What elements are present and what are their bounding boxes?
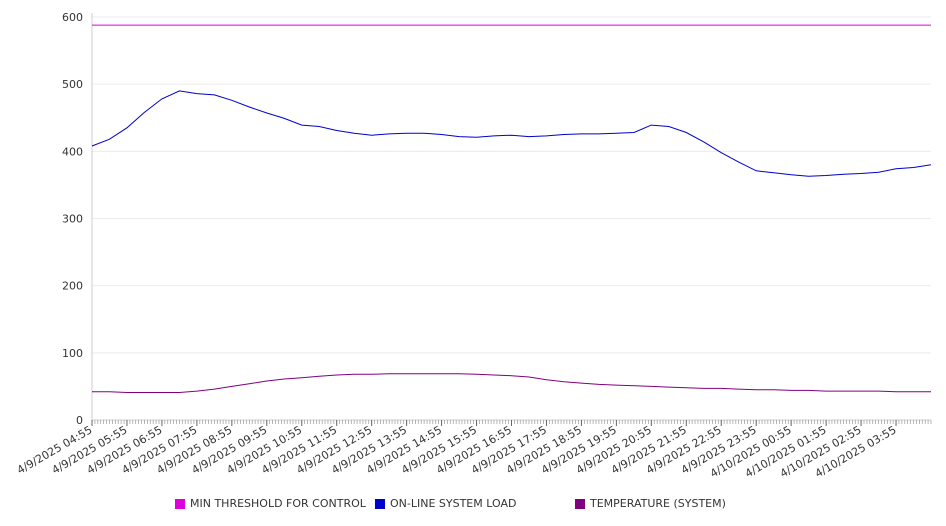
y-tick-label: 400 [62,145,83,158]
legend-swatch-min-threshold [175,498,185,509]
legend-item-system-load[interactable]: ON-LINE SYSTEM LOAD [375,497,516,510]
grid-lines [92,16,931,354]
axes [91,13,932,426]
legend: MIN THRESHOLD FOR CONTROL ON-LINE SYSTEM… [0,497,946,515]
y-tick-labels: 0 100 200 300 400 500 600 [62,11,83,427]
legend-item-min-threshold[interactable]: MIN THRESHOLD FOR CONTROL [175,497,366,510]
legend-label-min-threshold: MIN THRESHOLD FOR CONTROL [190,497,366,510]
y-tick-label: 500 [62,78,83,91]
y-tick-label: 0 [76,414,83,427]
series-lines [91,24,932,393]
x-tick-labels: 4/9/2025 04:554/9/2025 05:554/9/2025 06:… [15,423,899,480]
y-tick-label: 200 [62,280,83,293]
legend-label-system-load: ON-LINE SYSTEM LOAD [390,497,517,510]
series-line-2 [92,373,931,393]
y-tick-label: 300 [62,213,83,226]
legend-swatch-temperature [575,498,585,509]
legend-label-temperature: TEMPERATURE (SYSTEM) [590,497,726,510]
series-line-1 [91,90,932,177]
legend-item-temperature[interactable]: TEMPERATURE (SYSTEM) [575,497,726,510]
y-tick-label: 100 [62,347,83,360]
legend-swatch-system-load [375,498,385,509]
y-tick-label: 600 [62,11,83,24]
